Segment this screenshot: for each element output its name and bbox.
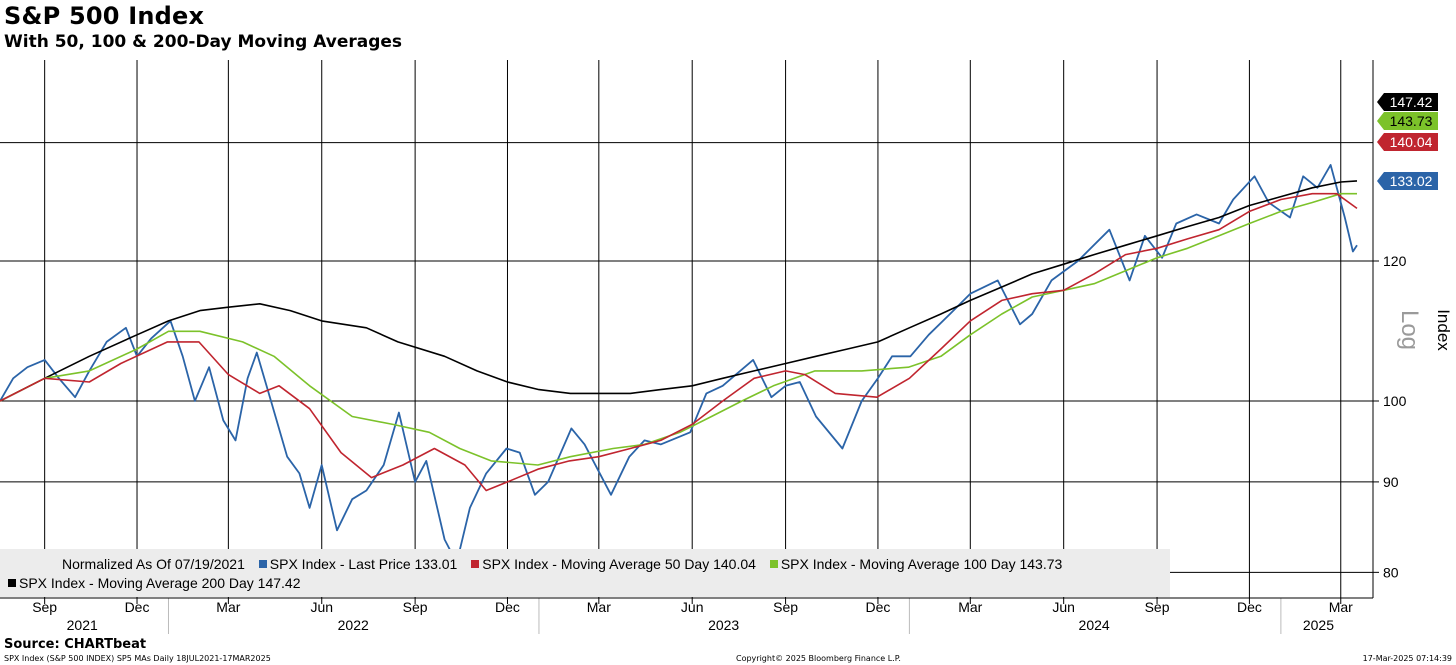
last-value-tag: 140.04	[1377, 133, 1438, 151]
last-value-tag: 147.42	[1377, 93, 1438, 111]
x-tick-label: Dec	[1237, 599, 1262, 615]
legend-label-ma100: SPX Index - Moving Average 100 Day 143.7…	[780, 556, 1063, 572]
y-tick-label: 80	[1383, 564, 1399, 580]
x-tick-label: Mar	[216, 599, 240, 615]
legend-label-last-price: SPX Index - Last Price 133.01	[269, 556, 458, 572]
x-tick-label: Dec	[125, 599, 150, 615]
legend-swatch-last-price	[258, 560, 267, 569]
x-tick-label: Mar	[587, 599, 611, 615]
series-ma200	[0, 180, 1358, 402]
legend-swatch-ma200	[8, 579, 16, 588]
last-value-tag-text: 147.42	[1390, 94, 1433, 110]
legend-item-last-price: SPX Index - Last Price 133.01	[258, 552, 458, 576]
legend-item-ma100: SPX Index - Moving Average 100 Day 143.7…	[769, 552, 1063, 576]
legend-label-ma200: SPX Index - Moving Average 200 Day 147.4…	[19, 575, 301, 591]
legend-row-1: Normalized As Of 07/19/2021 SPX Index - …	[62, 552, 1072, 576]
last-value-tag-bg	[1377, 93, 1438, 111]
timestamp: 17-Mar-2025 07:14:39	[1362, 654, 1452, 663]
y-axis-label: Index	[1434, 309, 1453, 351]
legend-normalized-label: Normalized As Of 07/19/2021	[62, 556, 245, 572]
legend-item-ma200: SPX Index - Moving Average 200 Day 147.4…	[8, 571, 300, 595]
legend: Normalized As Of 07/19/2021 SPX Index - …	[0, 549, 1170, 597]
last-value-tag-text: 140.04	[1390, 134, 1433, 150]
y-axis-scale-label: Log	[1396, 310, 1423, 350]
year-label: 2021	[67, 617, 98, 633]
year-label: 2022	[338, 617, 369, 633]
legend-item-ma50: SPX Index - Moving Average 50 Day 140.04	[471, 552, 756, 576]
copyright: Copyright© 2025 Bloomberg Finance L.P.	[736, 654, 901, 663]
source-label: Source: CHARTbeat	[4, 637, 147, 652]
last-value-tag-bg	[1377, 133, 1438, 151]
x-tick-label: Mar	[1329, 599, 1353, 615]
x-tick-label: Jun	[1052, 599, 1075, 615]
last-value-tag-bg	[1377, 112, 1438, 130]
x-tick-label: Sep	[1145, 599, 1170, 615]
y-tick-label: 90	[1383, 474, 1399, 490]
y-tick-label: 120	[1383, 253, 1407, 269]
last-value-tag-text: 143.73	[1390, 113, 1433, 129]
last-value-tag-text: 133.02	[1390, 173, 1433, 189]
last-value-tag: 133.02	[1377, 172, 1438, 190]
legend-swatch-ma100	[769, 560, 778, 569]
series-ma50	[0, 192, 1358, 492]
y-tick-label: 100	[1383, 393, 1407, 409]
last-value-tag: 143.73	[1377, 112, 1438, 130]
series-ma100	[0, 192, 1357, 466]
legend-label-ma50: SPX Index - Moving Average 50 Day 140.04	[482, 556, 756, 572]
series-description: SPX Index (S&P 500 INDEX) SP5 MAs Daily …	[4, 654, 271, 663]
x-tick-label: Sep	[403, 599, 428, 615]
x-tick-label: Sep	[32, 599, 57, 615]
x-tick-label: Jun	[310, 599, 333, 615]
year-label: 2024	[1079, 617, 1110, 633]
chart-subtitle: With 50, 100 & 200-Day Moving Averages	[4, 32, 403, 52]
series-last-price	[0, 163, 1358, 564]
x-tick-label: Mar	[958, 599, 982, 615]
year-label: 2025	[1303, 617, 1334, 633]
x-tick-label: Dec	[495, 599, 520, 615]
x-tick-label: Sep	[773, 599, 798, 615]
x-tick-label: Dec	[865, 599, 890, 615]
x-tick-label: Jun	[681, 599, 704, 615]
year-label: 2023	[708, 617, 739, 633]
legend-swatch-ma50	[471, 560, 480, 569]
last-value-tag-bg	[1377, 172, 1438, 190]
chart-title: S&P 500 Index	[4, 2, 205, 30]
legend-row-2: SPX Index - Moving Average 200 Day 147.4…	[8, 571, 310, 595]
